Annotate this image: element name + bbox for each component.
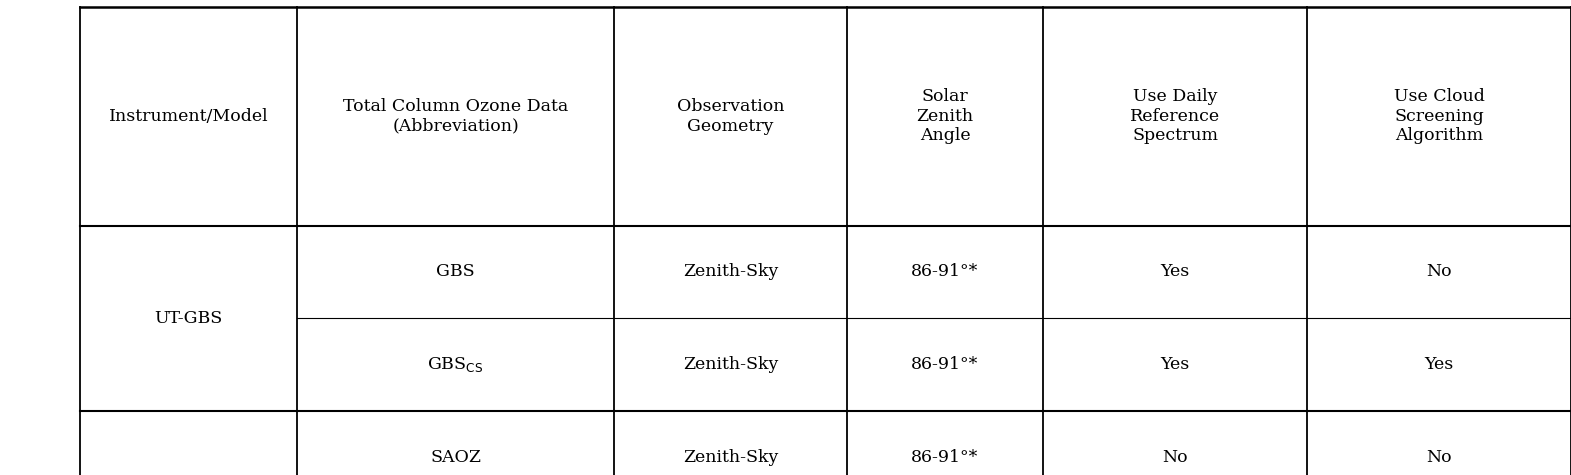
Text: Zenith-Sky: Zenith-Sky <box>683 449 778 466</box>
Text: No: No <box>1426 449 1452 466</box>
Text: Yes: Yes <box>1425 356 1453 373</box>
Text: 86-91°*: 86-91°* <box>911 449 979 466</box>
Text: Yes: Yes <box>1161 356 1189 373</box>
Text: 86-91°*: 86-91°* <box>911 356 979 373</box>
Text: No: No <box>1426 264 1452 280</box>
Text: Yes: Yes <box>1161 264 1189 280</box>
Text: Zenith-Sky: Zenith-Sky <box>683 264 778 280</box>
Text: Observation
Geometry: Observation Geometry <box>677 98 784 135</box>
Text: 86-91°*: 86-91°* <box>911 264 979 280</box>
Text: GBS: GBS <box>437 264 474 280</box>
Text: Solar
Zenith
Angle: Solar Zenith Angle <box>916 88 974 144</box>
Text: Total Column Ozone Data
(Abbreviation): Total Column Ozone Data (Abbreviation) <box>342 98 569 135</box>
Text: SAOZ: SAOZ <box>430 449 481 466</box>
Text: Instrument/Model: Instrument/Model <box>108 108 269 125</box>
Text: Use Cloud
Screening
Algorithm: Use Cloud Screening Algorithm <box>1393 88 1485 144</box>
Text: Use Daily
Reference
Spectrum: Use Daily Reference Spectrum <box>1130 88 1221 144</box>
Text: GBS$_{\mathrm{CS}}$: GBS$_{\mathrm{CS}}$ <box>427 355 484 374</box>
Text: No: No <box>1163 449 1188 466</box>
Text: Zenith-Sky: Zenith-Sky <box>683 356 778 373</box>
Text: UT-GBS: UT-GBS <box>154 310 223 327</box>
